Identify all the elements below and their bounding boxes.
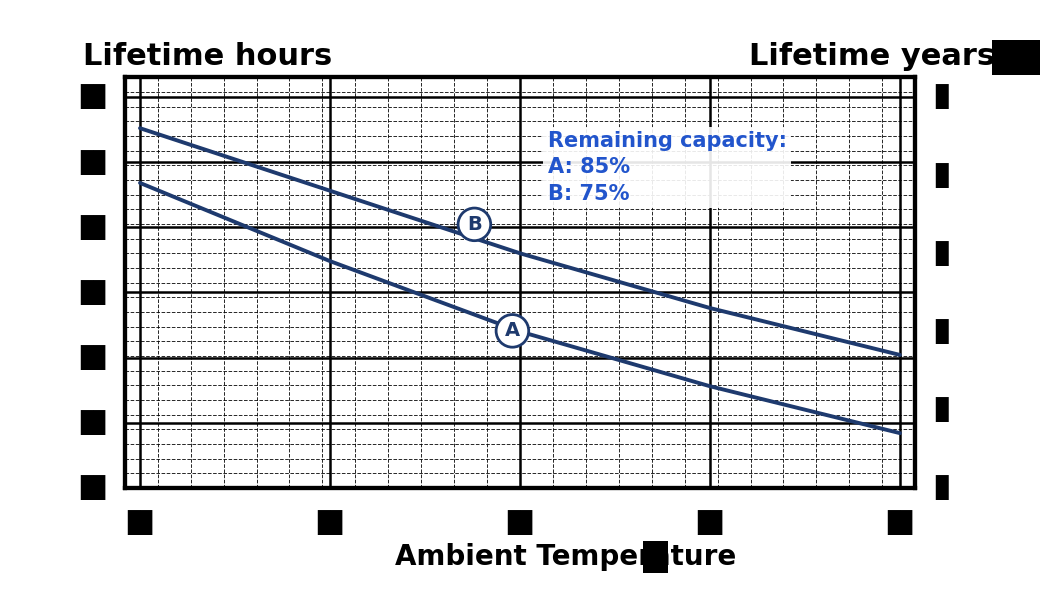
Text: █: █: [935, 397, 947, 422]
Text: █: █: [935, 162, 947, 187]
Text: ██: ██: [127, 511, 153, 536]
Text: Ambient Temperature: Ambient Temperature: [395, 543, 736, 571]
Text: ██: ██: [887, 511, 913, 536]
Text: ██: ██: [80, 345, 105, 370]
Text: ██: ██: [993, 42, 1040, 73]
Text: Lifetime hours: Lifetime hours: [83, 42, 333, 71]
Text: A: A: [504, 321, 520, 340]
Text: █: █: [935, 475, 947, 500]
Text: ██: ██: [317, 511, 342, 536]
Text: Remaining capacity:
A: 85%
B: 75%: Remaining capacity: A: 85% B: 75%: [548, 131, 786, 203]
Text: █: █: [935, 241, 947, 266]
Text: ██: ██: [80, 411, 105, 435]
Text: ██: ██: [508, 511, 532, 536]
Text: ██: ██: [80, 280, 105, 305]
Text: █: █: [935, 84, 947, 109]
Text: B: B: [467, 215, 482, 234]
Text: ██: ██: [698, 511, 723, 536]
Text: ██: ██: [80, 149, 105, 174]
Text: Lifetime ye⁠ars: Lifetime ye⁠ars: [749, 42, 995, 71]
Text: ██: ██: [80, 84, 105, 109]
Text: █: █: [935, 319, 947, 344]
Text: ██: ██: [80, 215, 105, 240]
Text: █: █: [645, 543, 667, 571]
Text: ██: ██: [80, 475, 105, 500]
